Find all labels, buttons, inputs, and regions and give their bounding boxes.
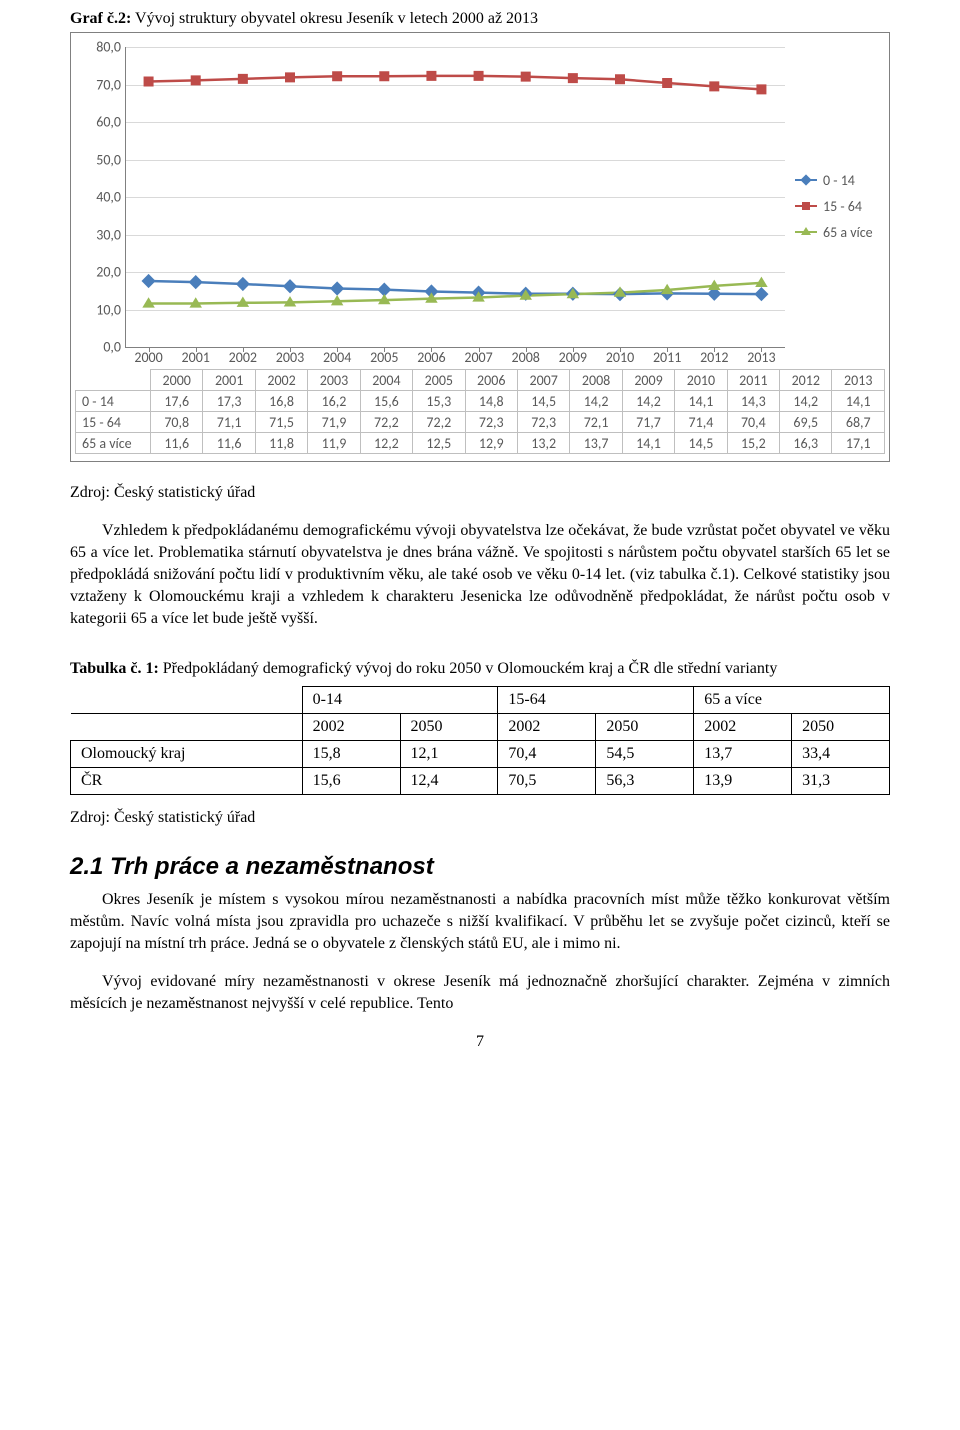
table-caption-prefix: Tabulka č. 1: [70, 660, 159, 677]
table-demographic: 0-1415-6465 a více2002205020022050200220… [70, 686, 890, 795]
chart-container: 0 - 14 15 - 64 65 a více 200020012002200… [70, 32, 890, 462]
chart-image: 0 - 14 15 - 64 65 a více 200020012002200… [75, 37, 893, 457]
legend-swatch [795, 205, 817, 207]
paragraph-1: Vzhledem k předpokládanému demografickém… [70, 520, 890, 630]
chart-source: Zdroj: Český statistický úřad [70, 484, 890, 502]
legend-label: 0 - 14 [823, 172, 855, 189]
paragraph-3: Vývoj evidované míry nezaměstnanosti v o… [70, 971, 890, 1015]
chart-legend: 0 - 14 15 - 64 65 a více [795, 167, 891, 245]
legend-label: 65 a více [823, 224, 873, 241]
legend-swatch [795, 179, 817, 181]
chart-caption-text: Vývoj struktury obyvatel okresu Jeseník … [131, 10, 538, 27]
legend-item: 15 - 64 [795, 193, 891, 219]
page-number: 7 [0, 1033, 960, 1051]
chart-data-table: 2000200120022003200420052006200720082009… [75, 369, 885, 454]
table-caption-text: Předpokládaný demografický vývoj do roku… [159, 660, 778, 677]
table-source: Zdroj: Český statistický úřad [70, 809, 890, 827]
chart-caption-prefix: Graf č.2: [70, 10, 131, 27]
legend-label: 15 - 64 [823, 198, 862, 215]
legend-item: 0 - 14 [795, 167, 891, 193]
plot-area [125, 47, 785, 347]
chart-caption: Graf č.2: Vývoj struktury obyvatel okres… [70, 10, 890, 28]
legend-swatch [795, 231, 817, 233]
legend-item: 65 a více [795, 219, 891, 245]
paragraph-2: Okres Jeseník je místem s vysokou mírou … [70, 889, 890, 955]
table-caption: Tabulka č. 1: Předpokládaný demografický… [70, 658, 890, 679]
section-heading: 2.1 Trh práce a nezaměstnanost [70, 853, 890, 881]
